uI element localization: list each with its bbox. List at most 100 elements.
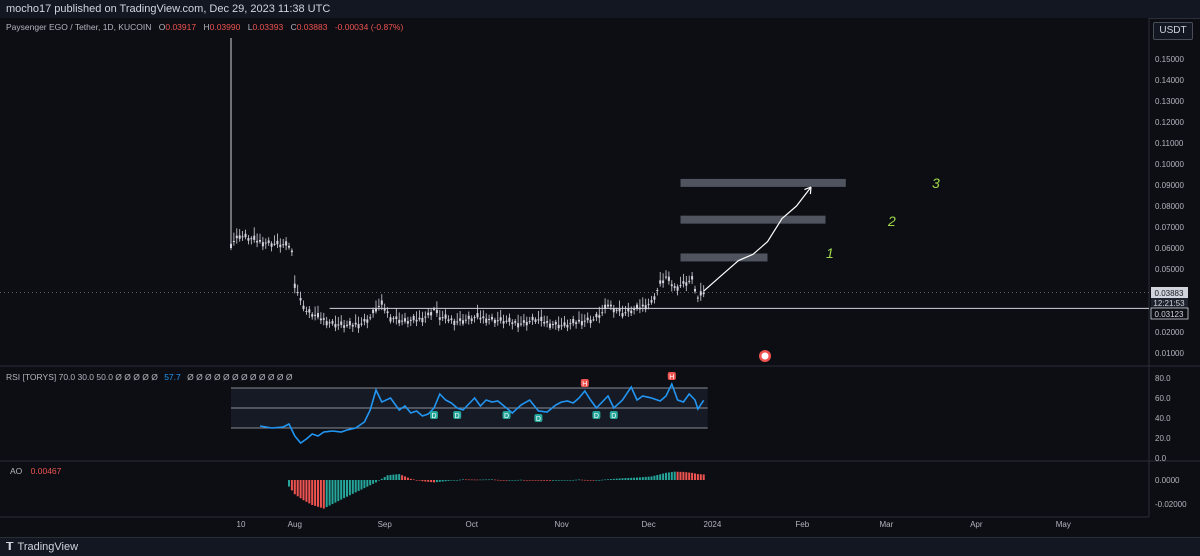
ao-bar — [467, 479, 470, 481]
ao-bar — [621, 478, 624, 480]
price-candle-body — [412, 316, 415, 321]
price-candle-body — [586, 317, 589, 321]
price-candle-body — [659, 280, 662, 284]
ao-bar — [520, 479, 522, 481]
projection-arrow-path — [703, 186, 812, 292]
target-2-label[interactable]: 2 — [887, 213, 896, 229]
ao-bar — [528, 480, 531, 481]
ao-bar — [340, 480, 343, 500]
price-candle-body — [435, 309, 438, 314]
rsi-tail: Ø Ø Ø Ø Ø Ø Ø Ø Ø Ø Ø Ø — [187, 372, 293, 382]
price-candle-body — [366, 319, 369, 323]
ao-bar — [667, 472, 670, 480]
ao-bar — [554, 480, 557, 481]
price-candle-body — [473, 317, 476, 319]
price-candle-body — [543, 321, 546, 324]
currency-button[interactable]: USDT — [1153, 22, 1193, 40]
ao-title: AO — [10, 466, 23, 476]
ao-bar — [549, 480, 551, 481]
rsi-marker-div — [592, 411, 601, 419]
target-1-label[interactable]: 1 — [826, 245, 834, 261]
price-candle-body — [685, 282, 688, 286]
ao-bar — [389, 474, 392, 480]
price-candle-body — [462, 320, 464, 324]
ao-bar — [560, 480, 563, 481]
price-axis-tick: 0.07000 — [1155, 223, 1184, 232]
rsi-legend: RSI [TORYS] 70.0 30.0 50.0 Ø Ø Ø Ø Ø 57.… — [6, 372, 293, 382]
price-axis-tick: 0.11000 — [1155, 139, 1184, 148]
price-candle-body — [253, 235, 256, 240]
price-candle-body — [601, 312, 604, 314]
price-candle-body — [395, 316, 398, 319]
ao-bar — [450, 480, 453, 481]
rsi-marker-high-label: H — [669, 374, 674, 381]
price-candle-body — [319, 318, 322, 321]
ao-bar — [325, 480, 328, 508]
price-candle-body — [644, 305, 647, 310]
price-candle-body — [334, 324, 337, 328]
price-candle-body — [444, 314, 447, 319]
ao-bar — [322, 480, 325, 509]
ao-bar — [595, 480, 598, 481]
rsi-axis-tick: 60.0 — [1155, 394, 1171, 403]
price-axis-tick: 0.14000 — [1155, 76, 1184, 85]
price-candle-body — [641, 304, 644, 307]
price-candle-body — [491, 316, 493, 320]
price-candle-body — [520, 323, 522, 325]
price-candle-body — [354, 322, 357, 325]
ao-bar — [476, 479, 479, 481]
rsi-marker-div-label: D — [611, 413, 616, 420]
price-candle-body — [528, 321, 531, 323]
price-candle-body — [447, 319, 450, 322]
ao-bar — [537, 480, 540, 481]
ao-bar — [580, 479, 583, 481]
price-axis-tick: 0.09000 — [1155, 181, 1184, 190]
price-candle-body — [293, 283, 296, 288]
ao-bar — [656, 475, 659, 480]
ao-bar — [694, 473, 696, 480]
ohlc-low: 0.03393 — [252, 22, 283, 32]
ao-bar — [343, 480, 346, 499]
ao-bar — [433, 480, 435, 483]
ao-bar — [679, 471, 682, 480]
price-candle-body — [424, 316, 427, 318]
price-candle-body — [415, 319, 418, 322]
time-axis-tick: Nov — [554, 520, 568, 529]
price-candle-body — [438, 317, 441, 320]
price-candle-body — [485, 318, 488, 323]
price-axis-tick: 0.13000 — [1155, 97, 1184, 106]
ao-series — [288, 471, 705, 509]
rsi-marker-div-label: D — [594, 413, 599, 420]
ao-legend: AO 0.00467 — [10, 466, 62, 476]
price-candle-body — [624, 312, 627, 314]
ao-bar — [685, 472, 688, 480]
rsi-marker-high — [667, 372, 676, 380]
price-candle-body — [514, 321, 517, 323]
ao-bar — [412, 479, 415, 481]
ao-bar — [699, 474, 702, 480]
target-zone-1 — [680, 253, 768, 262]
price-candle-body — [572, 318, 575, 324]
price-axis-tick: 0.05000 — [1155, 265, 1184, 274]
price-candle-body — [314, 314, 317, 316]
ao-bar — [354, 480, 357, 493]
countdown-tag-bg — [1151, 298, 1188, 308]
target-3-label[interactable]: 3 — [932, 175, 940, 191]
ao-bar — [488, 479, 491, 481]
price-candle-body — [282, 244, 285, 246]
price-candle-body — [375, 308, 377, 312]
price-candle-body — [517, 323, 520, 328]
price-candle-body — [505, 320, 508, 322]
ao-bar — [511, 480, 514, 481]
ao-bar — [583, 479, 586, 481]
price-pane[interactable] — [0, 18, 1149, 366]
ao-bar — [314, 480, 317, 506]
rsi-marker-high-label: H — [582, 381, 587, 388]
rsi-marker-div — [430, 411, 438, 419]
price-candle-body — [270, 243, 273, 247]
ao-bar — [348, 480, 351, 496]
price-candle-body — [340, 321, 343, 325]
price-candle-body — [392, 318, 395, 320]
ao-axis-tick: 0.0000 — [1155, 476, 1180, 485]
